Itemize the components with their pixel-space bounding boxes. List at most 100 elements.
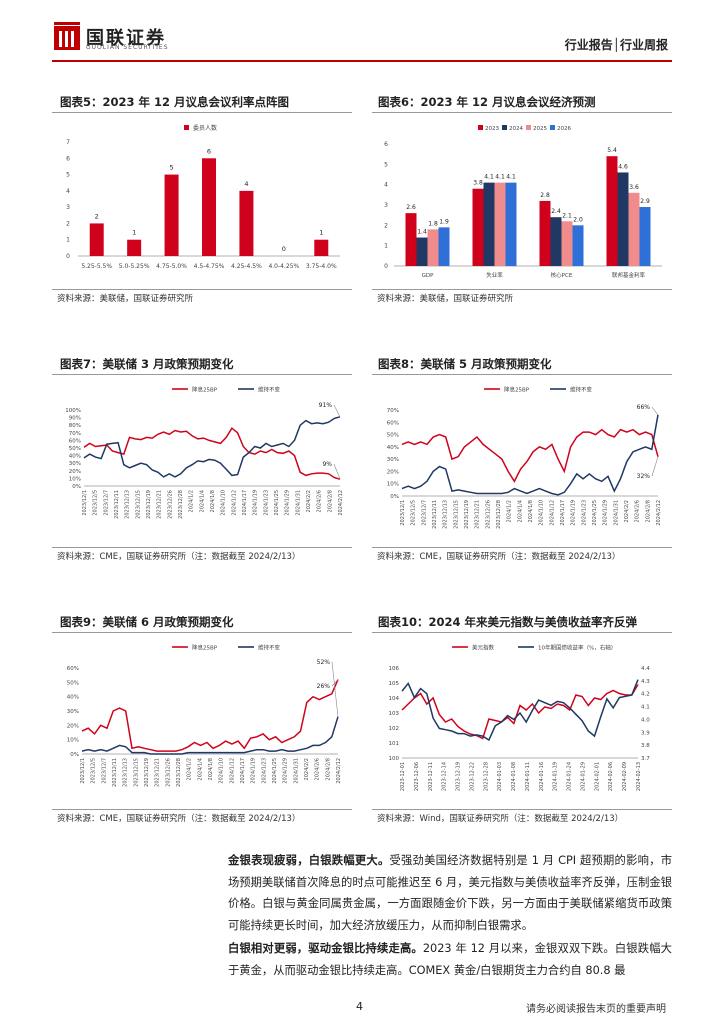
x-tick-label: 2024/1/8: [528, 500, 534, 522]
fig6-title: 图表6：2023 年 12 月议息会议经济预测: [378, 95, 596, 109]
x-tick-label: 5.25-5.5%: [81, 263, 112, 270]
x-tick-label: 核心PCE: [551, 271, 573, 279]
x-tick-label: 2024/2/2: [624, 500, 630, 522]
x-tick-label: 联邦基金利率: [612, 271, 646, 279]
fig5-chart: 委员人数 0 1 2 3 4 5 6 7 2 5.25-5.5% 1 5.0-5.25% 5 4.75-5.…: [66, 124, 340, 270]
legend-label: 2024: [509, 126, 523, 132]
logo-name: 国联证券: [86, 28, 166, 49]
x-tick-label: 2024/1/2: [187, 758, 193, 780]
x-tick-label: 2024/1/31: [295, 490, 301, 516]
fig9-frame: [52, 632, 352, 810]
x-tick-label: 2024-01-08: [511, 762, 517, 791]
bar: [239, 190, 254, 256]
data-label: 4: [244, 180, 248, 188]
paragraph-2-lead: 白银相对更弱，驱动金银比持续走高。: [228, 942, 423, 955]
fig7-chart: 降息25BP 维持不变 0% 10%20% 30%40% 50% 60%70% 80%90% 1…: [65, 386, 344, 519]
annotation-label: 91%: [319, 402, 333, 409]
y-tick-label: 40%: [69, 454, 81, 460]
data-label: 4.6: [618, 163, 628, 170]
legend-swatch: [184, 125, 189, 130]
x-tick-label: 2023/12/5: [93, 490, 99, 516]
bar: [405, 213, 417, 266]
x-tick-label: 2023/12/1: [400, 500, 406, 526]
legend-swatch: [526, 125, 531, 130]
x-tick-label: 2023/12/21: [157, 490, 163, 519]
data-label: 4.1: [484, 174, 494, 181]
x-tick-label: 2024/1/29: [283, 758, 289, 784]
x-tick-label: 2024-01-29: [580, 762, 586, 791]
bar: [472, 188, 484, 266]
legend-label: 维持不变: [258, 386, 281, 394]
x-tick-label: 2024/1/10: [219, 758, 225, 784]
y-tick-label: 50%: [69, 446, 81, 452]
x-tick-label: 2023/12/15: [453, 500, 459, 529]
bar: [416, 237, 428, 266]
y-tick-label: 5: [384, 161, 388, 168]
x-tick-label: 4.0-4.25%: [268, 263, 299, 270]
fig9-title: 图表9：美联储 6 月政策预期变化: [60, 615, 234, 629]
x-tick-label: 2023-12-19: [456, 762, 462, 791]
x-tick-label: 2024-02-06: [608, 762, 614, 791]
data-label: 4.1: [506, 174, 516, 181]
fig5-frame: [52, 112, 352, 290]
x-tick-label: 2024/2/12: [656, 500, 662, 526]
annotation-leader: [331, 661, 339, 717]
x-tick-label: 2024/1/19: [253, 490, 259, 516]
y-tick-label: 2: [384, 222, 388, 229]
data-label: 5.4: [607, 147, 617, 154]
x-tick-label: 2023-12-06: [414, 762, 420, 791]
paragraph-2: 白银相对更弱，驱动金银比持续走高。2023 年 12 月以来，金银双双下跌。白银…: [228, 938, 672, 981]
data-label: 1: [132, 229, 136, 237]
x-tick-label: 2024/1/12: [231, 490, 237, 516]
x-tick-label: 2024/2/6: [635, 500, 641, 522]
fig10-chart: 美元指数 10年期国债收益率（%，右轴） 100 101 102 103 104 105 106…: [389, 644, 651, 792]
fig9-source: 资料来源：CME，国联证券研究所（注：数据截至 2024/2/13）: [57, 814, 301, 824]
data-label: 3.6: [629, 184, 639, 191]
y-tick-label: 6: [66, 155, 70, 162]
y-tick-label: 6: [384, 141, 388, 148]
x-tick-label: 2024-02-13: [636, 762, 642, 791]
x-tick-label: 2024/1/2: [507, 500, 513, 522]
x-tick-label: 4.5-4.75%: [194, 263, 225, 270]
data-label: 2.4: [551, 208, 561, 215]
x-tick-label: 2024/1/17: [242, 490, 248, 516]
y-tick-label: 1: [384, 243, 388, 250]
y-tick-label: 3: [384, 202, 388, 209]
y-tick-label: 0%: [390, 494, 399, 500]
data-label: 1: [319, 229, 323, 237]
bar: [561, 221, 573, 266]
x-tick-label: 2024/1/25: [274, 490, 280, 516]
y-tick-label: 20%: [69, 469, 81, 475]
series-line: [401, 684, 639, 740]
bar: [639, 207, 651, 266]
x-tick-label: 2024/1/25: [592, 500, 598, 526]
x-tick-label: GDP: [422, 273, 434, 279]
y-tick-label: 5: [66, 172, 70, 179]
annotation-leader: [651, 406, 659, 416]
y-tick-label: 4: [384, 182, 388, 189]
legend-label: 10年期国债收益率（%，右轴）: [538, 644, 616, 652]
data-label: 0: [282, 245, 286, 253]
y-tick-label: 30%: [69, 461, 81, 467]
y-tick-label: 60%: [69, 438, 81, 444]
x-tick-label: 2024/1/4: [517, 500, 523, 522]
x-tick-label: 2024/1/8: [208, 758, 214, 780]
y-tick-label: 7: [66, 139, 70, 146]
legend-swatch: [550, 125, 555, 130]
legend-label: 美元指数: [472, 644, 495, 652]
x-tick-label: 2024/1/12: [549, 500, 555, 526]
annotation-label: 26%: [317, 683, 331, 690]
x-tick-label: 2023/12/5: [411, 500, 417, 526]
x-tick-label: 2023/12/21: [475, 500, 481, 529]
x-tick-label: 2024/2/6: [315, 758, 321, 780]
x-tick-label: 2023/12/15: [135, 490, 141, 519]
x-tick-label: 2024/1/4: [199, 490, 205, 512]
legend-label: 2025: [533, 126, 547, 132]
y-tick-label: 70%: [69, 431, 81, 437]
y-tick-label: 10%: [69, 476, 81, 482]
fig8-source: 资料来源：CME，国联证券研究所（注：数据截至 2024/2/13）: [377, 552, 621, 562]
y-tick-label: 40%: [67, 695, 79, 701]
x-tick-label: 2024/1/10: [539, 500, 545, 526]
annotation-label: 66%: [637, 404, 651, 411]
x-tick-label: 2024/1/17: [560, 500, 566, 526]
